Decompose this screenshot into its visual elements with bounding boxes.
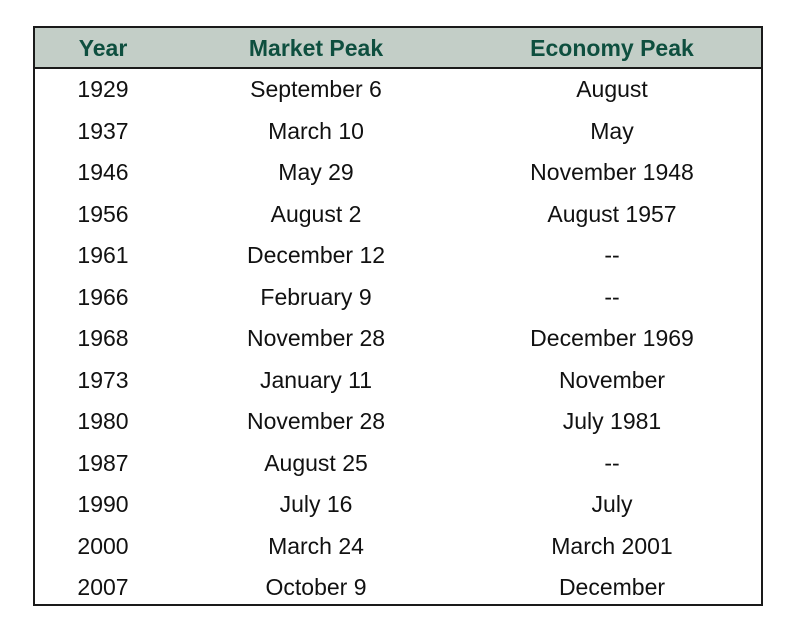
cell-year: 1961	[77, 242, 129, 268]
header-year: Year	[78, 35, 128, 61]
cell-market-peak: March 10	[268, 117, 364, 144]
cell-economy-peak: July	[591, 491, 633, 517]
cell-market-peak: October 9	[265, 574, 367, 600]
cell-year: 1990	[77, 491, 129, 517]
cell-market-peak: November 28	[246, 408, 386, 434]
table-row: 1929 September 6 August	[35, 69, 761, 111]
cell-market-peak: November 28	[246, 325, 386, 351]
header-economy-peak: Economy Peak	[530, 35, 694, 61]
cell-market-peak: August 25	[264, 449, 368, 476]
table-row: 1961 December 12 --	[35, 235, 761, 277]
table-row: 1956 August 2 August 1957	[35, 194, 761, 236]
cell-economy-peak: November 1948	[530, 159, 694, 185]
cell-year: 1956	[77, 200, 129, 227]
cell-economy-peak: --	[604, 242, 620, 268]
cell-economy-peak: March 2001	[551, 532, 673, 559]
cell-year: 1973	[77, 366, 129, 393]
table-row: 1973 January 11 November	[35, 360, 761, 402]
cell-market-peak: September 6	[250, 76, 382, 102]
cell-year: 1987	[77, 449, 129, 476]
table-header-row: Year Market Peak Economy Peak	[35, 28, 761, 69]
cell-economy-peak: --	[604, 449, 620, 476]
cell-economy-peak: August	[576, 76, 648, 102]
table-row: 1987 August 25 --	[35, 443, 761, 485]
cell-year: 1966	[77, 283, 129, 310]
cell-economy-peak: December 1969	[530, 325, 694, 351]
cell-economy-peak: May	[590, 117, 634, 144]
cell-year: 2007	[77, 574, 129, 600]
cell-economy-peak: December	[558, 574, 666, 600]
cell-market-peak: January 11	[259, 366, 373, 393]
market-economy-peaks-table: Year Market Peak Economy Peak 1929 Septem…	[33, 26, 763, 606]
header-market-peak: Market Peak	[248, 35, 384, 61]
cell-year: 2000	[77, 532, 129, 559]
cell-market-peak: July 16	[279, 491, 353, 517]
cell-market-peak: March 24	[268, 532, 364, 559]
cell-year: 1968	[77, 325, 129, 351]
cell-economy-peak: --	[604, 283, 620, 310]
table-row: 2007 October 9 December	[35, 567, 761, 609]
cell-economy-peak: August 1957	[547, 200, 677, 227]
cell-year: 1946	[77, 159, 129, 185]
cell-economy-peak: November	[558, 366, 666, 393]
table-row: 1966 February 9 --	[35, 277, 761, 319]
cell-market-peak: August 2	[270, 200, 362, 227]
table-row: 2000 March 24 March 2001	[35, 526, 761, 568]
table-row: 1990 July 16 July	[35, 484, 761, 526]
table-row: 1946 May 29 November 1948	[35, 152, 761, 194]
cell-market-peak: May 29	[278, 159, 354, 185]
cell-year: 1937	[77, 117, 129, 144]
cell-market-peak: February 9	[260, 283, 372, 310]
cell-market-peak: December 12	[246, 242, 386, 268]
cell-year: 1929	[77, 76, 129, 102]
cell-economy-peak: July 1981	[562, 408, 662, 434]
table-row: 1937 March 10 May	[35, 111, 761, 153]
table-row: 1968 November 28 December 1969	[35, 318, 761, 360]
cell-year: 1980	[77, 408, 129, 434]
table-row: 1980 November 28 July 1981	[35, 401, 761, 443]
